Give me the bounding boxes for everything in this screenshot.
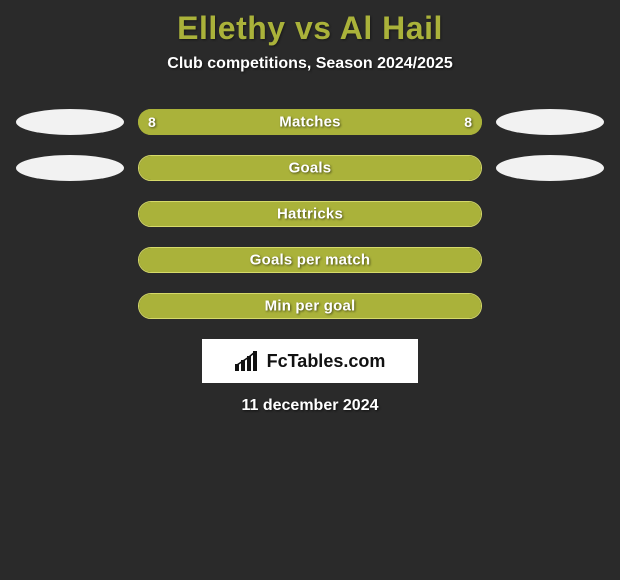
stat-row-goals-per-match: Goals per match — [0, 247, 620, 273]
branding-text: FcTables.com — [267, 351, 386, 372]
stat-bar: Goals per match — [138, 247, 482, 273]
bar-fill-left — [138, 109, 310, 135]
stat-rows: 88Matches Goals Hattricks Goals per match Mi… — [0, 109, 620, 319]
stat-bar: Hattricks — [138, 201, 482, 227]
stat-bar: 88Matches — [138, 109, 482, 135]
bar-fill-left — [139, 156, 310, 180]
stat-row-matches: 88Matches — [0, 109, 620, 135]
bar-fill-right — [310, 248, 481, 272]
bars-icon — [235, 351, 261, 371]
stat-bar: Min per goal — [138, 293, 482, 319]
bar-fill-right — [310, 294, 481, 318]
page-subtitle: Club competitions, Season 2024/2025 — [0, 55, 620, 73]
stat-row-hattricks: Hattricks — [0, 201, 620, 227]
page-title: Ellethy vs Al Hail — [0, 10, 620, 47]
left-ellipse — [16, 155, 124, 181]
bar-fill-right — [310, 156, 481, 180]
stat-bar: Goals — [138, 155, 482, 181]
right-ellipse — [496, 155, 604, 181]
bar-fill-left — [139, 248, 310, 272]
comparison-infographic: Ellethy vs Al Hail Club competitions, Se… — [0, 0, 620, 415]
stat-row-goals: Goals — [0, 155, 620, 181]
left-ellipse — [16, 109, 124, 135]
bar-fill-right — [310, 202, 481, 226]
footer-date: 11 december 2024 — [0, 397, 620, 415]
branding-badge: FcTables.com — [202, 339, 418, 383]
bar-fill-left — [139, 294, 310, 318]
bar-fill-right — [310, 109, 482, 135]
right-ellipse — [496, 109, 604, 135]
bar-fill-left — [139, 202, 310, 226]
stat-row-min-per-goal: Min per goal — [0, 293, 620, 319]
